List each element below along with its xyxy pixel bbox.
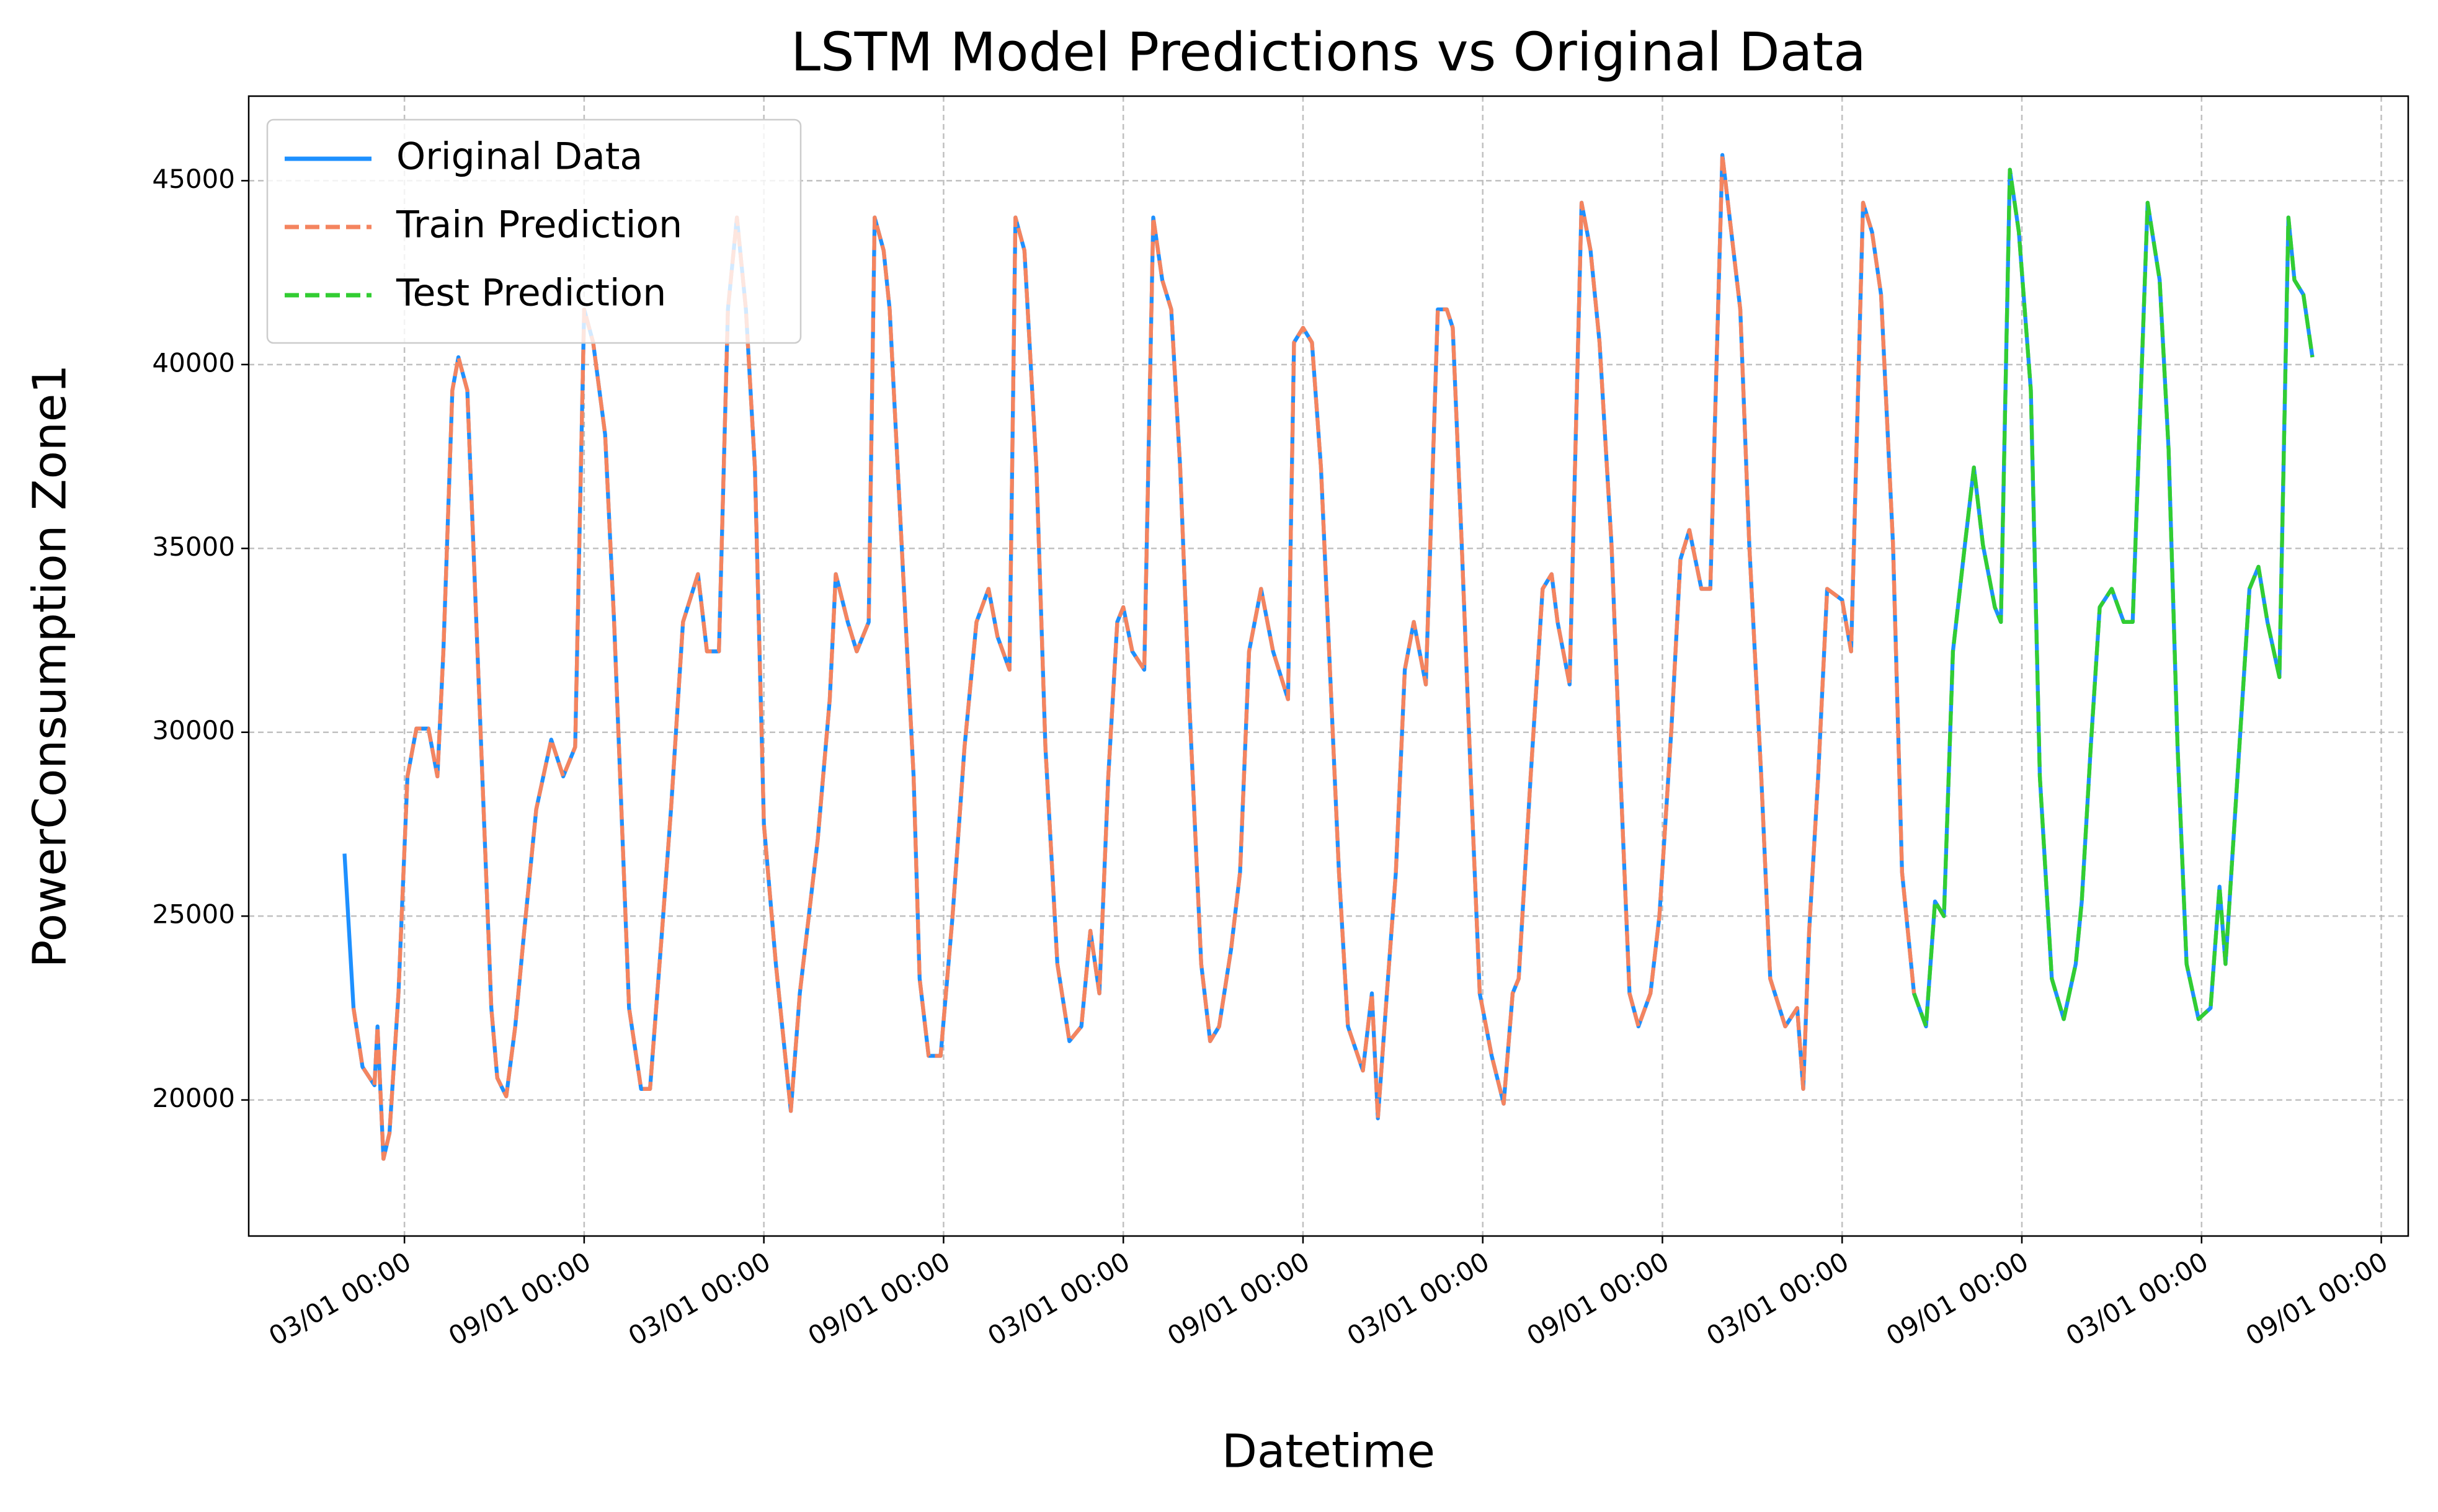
legend-box — [266, 118, 802, 344]
y-tick-label: 20000 — [152, 1083, 235, 1113]
x-axis-label: Datetime — [1222, 1425, 1435, 1479]
y-tick-label: 35000 — [152, 531, 235, 562]
y-tick-label: 40000 — [152, 347, 235, 378]
legend-label: Original Data — [396, 135, 643, 179]
y-axis-label: PowerConsumption Zone1 — [24, 365, 77, 968]
plot-frame — [247, 95, 2409, 1237]
y-tick-label: 25000 — [152, 899, 235, 930]
legend-label: Train Prediction — [396, 203, 682, 247]
legend-label: Test Prediction — [396, 272, 666, 315]
chart-title: LSTM Model Predictions vs Original Data — [791, 21, 1866, 83]
series-line — [1912, 167, 2315, 1029]
y-tick-label: 30000 — [152, 715, 235, 745]
y-tick-label: 45000 — [152, 164, 235, 194]
series-line — [351, 153, 1916, 1161]
